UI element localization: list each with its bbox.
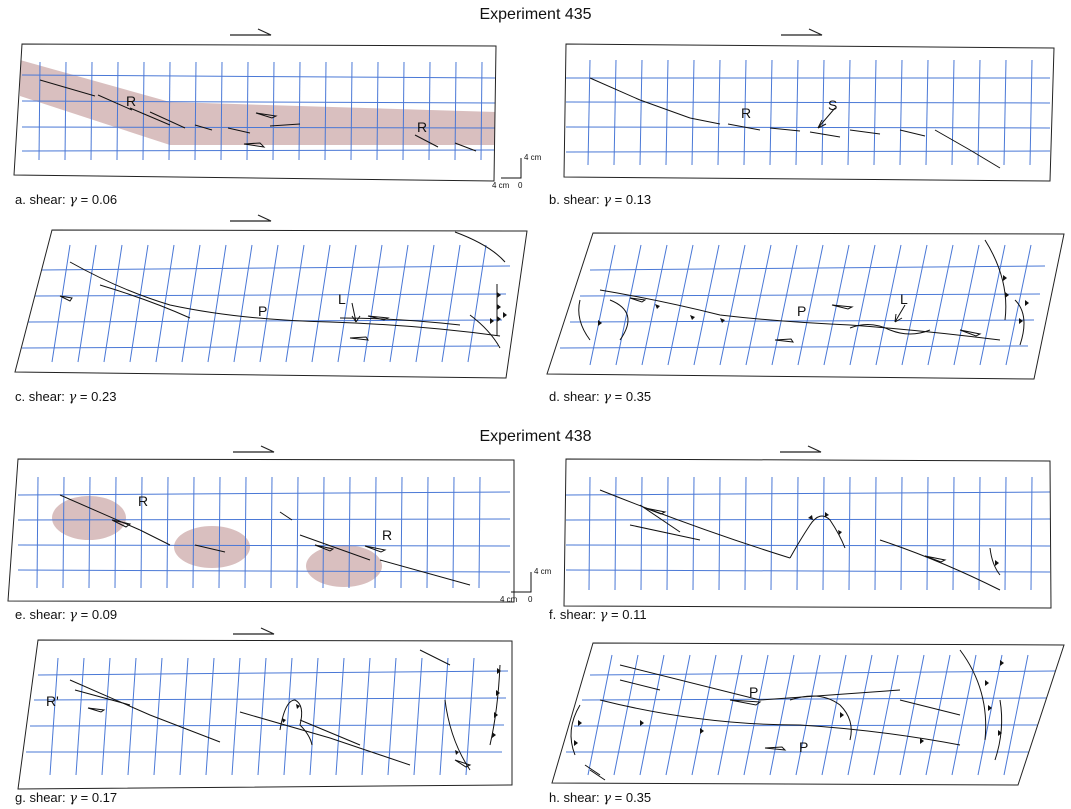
deformed-grid xyxy=(21,61,496,161)
caption-f: f. shear: γ = 0.11 xyxy=(549,607,647,623)
fault-traces xyxy=(578,239,1025,346)
label-l: L xyxy=(900,291,908,307)
thrust-teeth xyxy=(282,668,501,755)
deformed-grid xyxy=(565,476,1051,591)
caption-d: d. shear: γ = 0.35 xyxy=(549,389,652,405)
panel-outline xyxy=(563,43,1055,182)
panel-c: P L xyxy=(14,214,528,379)
scale-horizontal-label: 4 cm xyxy=(500,595,518,604)
panel-outline xyxy=(7,458,515,603)
panel-outline xyxy=(13,43,497,182)
thrust-teeth xyxy=(598,275,1029,326)
caption-e: e. shear: γ = 0.09 xyxy=(15,607,118,623)
fault-traces xyxy=(39,79,477,152)
panel-outline xyxy=(546,232,1065,380)
highlight-zone xyxy=(306,545,382,587)
panel-outline xyxy=(14,229,528,379)
scale-bar: 4 cm 4 cm 0 xyxy=(492,153,542,190)
panel-g: R' xyxy=(17,627,513,790)
thrust-teeth xyxy=(490,292,507,324)
scale-vertical-label: 4 cm xyxy=(534,567,552,576)
label-r1: R' xyxy=(46,693,59,709)
panel-d: P L xyxy=(546,232,1065,380)
fault-traces xyxy=(570,649,1003,781)
panel-e: R R xyxy=(7,445,515,603)
panel-outline xyxy=(563,458,1052,609)
deformed-grid xyxy=(566,654,1056,776)
fault-traces xyxy=(59,231,506,349)
scale-horizontal-label: 4 cm xyxy=(492,181,510,190)
label-r: R xyxy=(138,493,148,509)
panel-outline xyxy=(551,642,1065,786)
deformed-grid xyxy=(559,244,1046,366)
fault-traces xyxy=(59,494,471,586)
experiment-438-title: Experiment 438 xyxy=(479,428,592,445)
label-s: S xyxy=(828,97,837,113)
highlight-zone xyxy=(174,526,250,568)
fault-traces xyxy=(589,77,1001,169)
caption-b: b. shear: γ = 0.13 xyxy=(549,192,652,208)
panel-outline xyxy=(17,639,513,790)
label-r: R xyxy=(382,527,392,543)
label-p: P xyxy=(258,303,267,319)
experiment-435-title: Experiment 435 xyxy=(479,6,592,23)
label-r: R xyxy=(126,93,136,109)
deformed-grid xyxy=(21,244,511,363)
deformed-grid xyxy=(565,59,1051,166)
panel-b: R S xyxy=(563,28,1055,182)
panel-h: P P xyxy=(551,642,1065,786)
scale-origin-label: 0 xyxy=(528,595,533,604)
panel-a: R R xyxy=(13,28,497,182)
caption-a: a. shear: γ = 0.06 xyxy=(15,192,118,208)
fault-traces xyxy=(599,489,1001,591)
shear-direction-arrow xyxy=(780,445,822,453)
label-p: P xyxy=(749,684,758,700)
label-l: L xyxy=(338,291,346,307)
shear-direction-arrow xyxy=(233,627,275,635)
panel-f xyxy=(563,445,1052,609)
label-p: P xyxy=(799,739,808,755)
caption-c: c. shear: γ = 0.23 xyxy=(15,389,117,405)
deformed-grid xyxy=(26,657,509,776)
label-r: R xyxy=(741,105,751,121)
caption-h: h. shear: γ = 0.35 xyxy=(549,790,652,806)
scale-vertical-label: 4 cm xyxy=(524,153,542,162)
deformed-grid xyxy=(17,476,511,589)
fault-traces xyxy=(69,649,501,771)
label-p: P xyxy=(797,303,806,319)
scale-bar: 4 cm 4 cm 0 xyxy=(500,567,552,604)
shear-direction-arrow xyxy=(230,214,272,222)
caption-g: g. shear: γ = 0.17 xyxy=(15,790,118,806)
thrust-teeth xyxy=(574,660,1004,746)
shear-direction-arrow xyxy=(230,28,272,36)
shear-direction-arrow xyxy=(233,445,275,453)
highlight-zone xyxy=(52,496,126,540)
scale-origin-label: 0 xyxy=(518,181,523,190)
label-r: R xyxy=(417,119,427,135)
thrust-teeth xyxy=(808,512,999,566)
shear-direction-arrow xyxy=(781,28,823,36)
